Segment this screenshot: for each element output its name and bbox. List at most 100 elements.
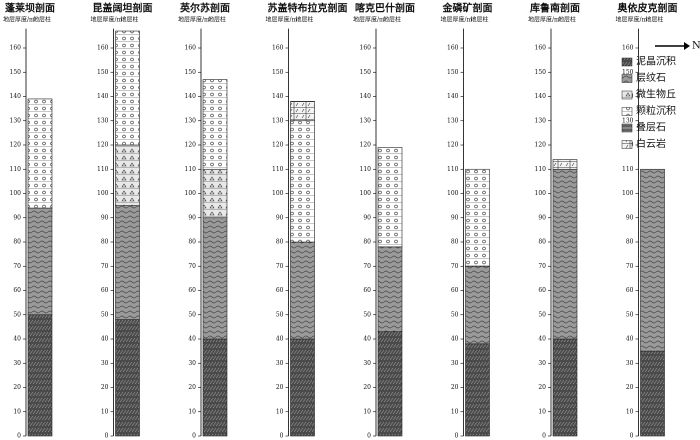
strata-layer: [377, 331, 403, 437]
tick-label: 150: [622, 69, 634, 76]
tick-label: 40: [276, 336, 284, 343]
strata-layer: [465, 265, 490, 345]
tick-label: 60: [188, 287, 196, 294]
legend-label: 叠层石: [636, 122, 666, 134]
tick-label: 20: [276, 384, 284, 391]
tick-label: 30: [13, 360, 21, 367]
strata-layer: [27, 207, 53, 316]
tick-label: 50: [363, 311, 371, 318]
tick-label: 90: [13, 214, 21, 221]
north-label: N: [692, 41, 700, 52]
section-title: 喀克巴什剖面: [355, 2, 415, 15]
tick-label: 20: [363, 384, 371, 391]
legend-label: 白云岩: [636, 137, 666, 150]
tick-label: 110: [535, 166, 547, 173]
tick-label: 160: [272, 45, 284, 52]
strata-layer: [27, 314, 53, 437]
strata-layer: [640, 168, 665, 352]
tick-label: 30: [538, 360, 546, 367]
strata-layer: [27, 98, 53, 209]
strata-layer: [290, 101, 315, 122]
tick-label: 50: [188, 311, 196, 318]
tick-label: 110: [97, 166, 109, 173]
tick-label: 20: [538, 384, 546, 391]
strata-layer: [115, 30, 140, 146]
tick-label: 20: [626, 384, 634, 391]
tick-label: 40: [626, 336, 634, 343]
header-column: 地层柱: [383, 16, 401, 24]
tick-label: 80: [188, 239, 196, 246]
tick-label: 160: [447, 45, 459, 52]
tick-label: 150: [447, 69, 459, 76]
header-column: 地层柱: [208, 16, 226, 24]
tick-label: 0: [630, 433, 634, 440]
legend-swatch: [621, 140, 633, 149]
tick-label: 50: [538, 311, 546, 318]
tick-label: 30: [276, 360, 284, 367]
tick-label: 0: [280, 433, 284, 440]
section-title: 蓬莱坝剖面: [5, 2, 55, 15]
tick-label: 110: [360, 166, 372, 173]
tick-label: 90: [451, 214, 459, 221]
tick-label: 10: [538, 408, 546, 415]
section-title: 昆盖阔坦剖面: [93, 2, 153, 15]
tick-label: 90: [188, 214, 196, 221]
tick-label: 40: [101, 336, 109, 343]
tick-label: 60: [101, 287, 109, 294]
header-column: 地层柱: [471, 16, 489, 24]
strata-layer: [465, 343, 490, 437]
strata-layer: [115, 144, 140, 206]
tick-label: 100: [97, 190, 109, 197]
tick-label: 160: [622, 45, 634, 52]
tick-label: 150: [272, 69, 284, 76]
tick-label: 120: [10, 142, 22, 149]
tick-label: 60: [626, 287, 634, 294]
tick-label: 10: [188, 408, 196, 415]
tick-label: 50: [451, 311, 459, 318]
tick-label: 40: [13, 336, 21, 343]
tick-label: 100: [185, 190, 197, 197]
strata-layer: [290, 241, 315, 340]
strata-layer: [202, 168, 228, 219]
tick-label: 0: [367, 433, 371, 440]
header-column: 地层柱: [558, 16, 576, 24]
tick-label: 120: [97, 142, 109, 149]
legend-swatch: [621, 123, 633, 133]
tick-label: 0: [192, 433, 196, 440]
tick-label: 30: [451, 360, 459, 367]
tick-label: 150: [535, 69, 547, 76]
strata-layer: [202, 217, 228, 340]
tick-label: 60: [276, 287, 284, 294]
tick-label: 140: [185, 93, 197, 100]
section-title: 苏盖特布拉克剖面: [268, 2, 348, 15]
tick-label: 50: [13, 311, 21, 318]
tick-label: 50: [101, 311, 109, 318]
strata-layer: [115, 205, 140, 320]
legend-swatch: [621, 90, 633, 100]
tick-label: 110: [447, 166, 459, 173]
tick-label: 130: [447, 117, 459, 124]
strata-layer: [202, 79, 228, 170]
legend-label: 颗粒沉积: [636, 104, 676, 117]
tick-label: 130: [622, 117, 634, 124]
tick-label: 140: [10, 93, 22, 100]
tick-label: 60: [451, 287, 459, 294]
strata-layer: [290, 338, 315, 437]
strata-layer: [377, 147, 403, 248]
tick-label: 150: [10, 69, 22, 76]
strata-layer: [202, 338, 228, 437]
tick-label: 60: [363, 287, 371, 294]
tick-label: 70: [188, 263, 196, 270]
tick-label: 60: [13, 287, 21, 294]
tick-label: 30: [363, 360, 371, 367]
tick-label: 160: [360, 45, 372, 52]
tick-label: 70: [101, 263, 109, 270]
header-thickness: 地层厚度/m: [616, 16, 648, 24]
tick-label: 10: [13, 408, 21, 415]
tick-label: 30: [188, 360, 196, 367]
tick-label: 100: [622, 190, 634, 197]
tick-label: 30: [101, 360, 109, 367]
tick-label: 120: [360, 142, 372, 149]
